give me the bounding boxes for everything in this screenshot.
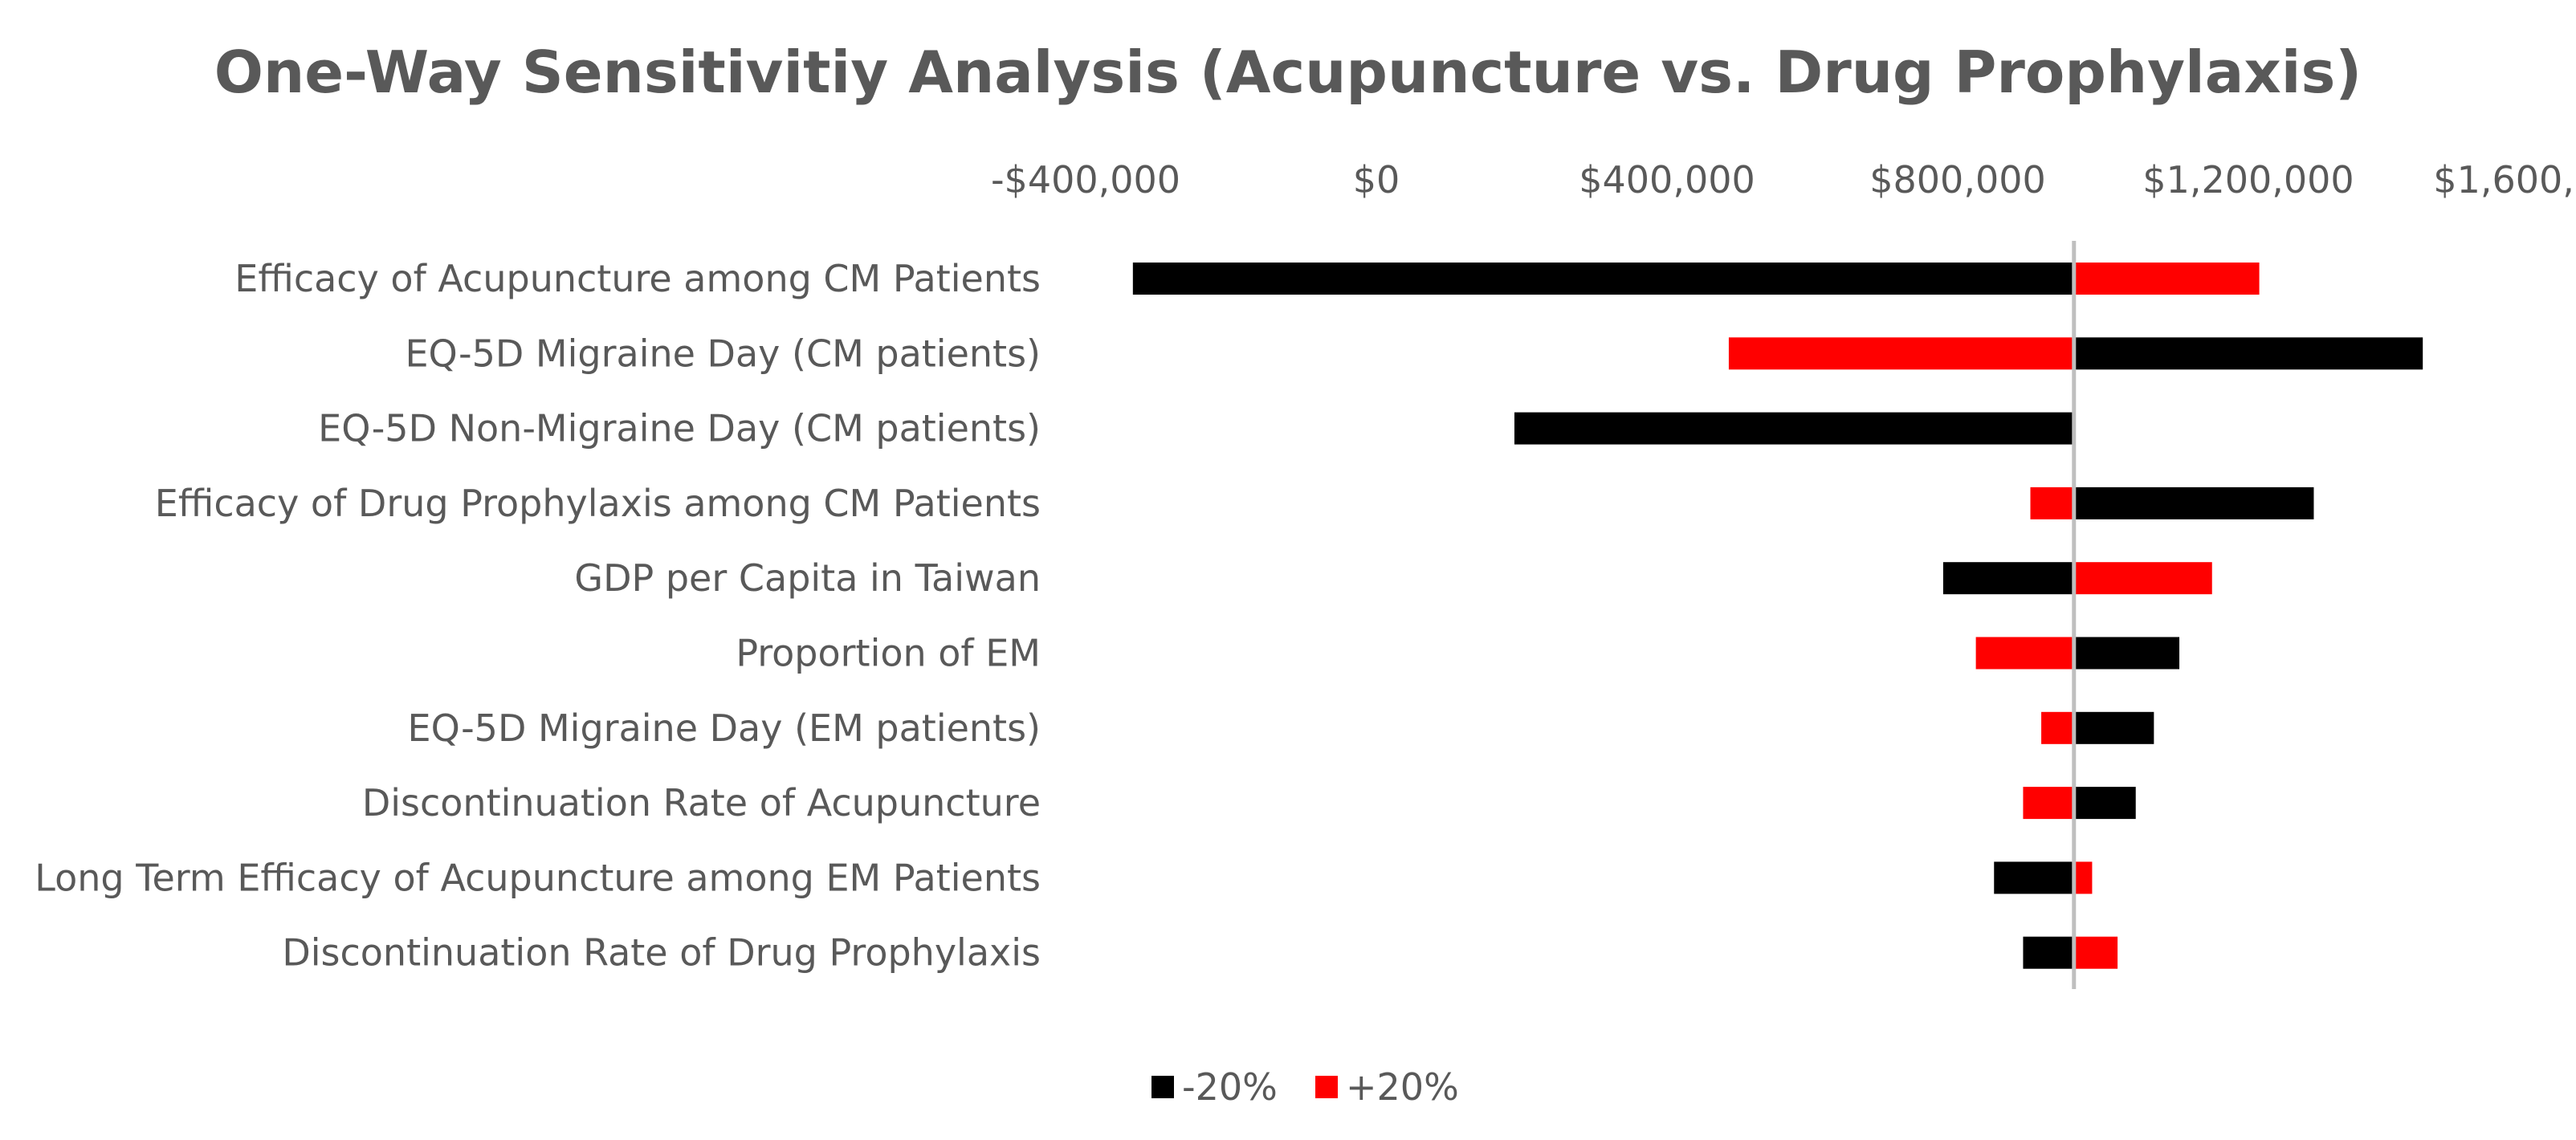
bar-plus-20: [2023, 787, 2074, 820]
legend-swatch-minus-20: [1151, 1076, 1174, 1098]
category-label: GDP per Capita in Taiwan: [574, 556, 1041, 600]
bar-plus-20: [2030, 487, 2074, 519]
bar-plus-20: [1975, 637, 2074, 670]
category-labels: Efficacy of Acupuncture among CM Patient…: [35, 257, 1041, 975]
bar-minus-20: [2073, 487, 2314, 519]
chart-title: One-Way Sensitivitiy Analysis (Acupunctu…: [214, 39, 2362, 106]
x-tick-label: $0: [1353, 158, 1400, 202]
category-label: Long Term Efficacy of Acupuncture among …: [35, 856, 1041, 899]
bars: [1132, 263, 2423, 969]
x-tick-label: $1,200,000: [2142, 158, 2354, 202]
bar-plus-20: [2073, 263, 2260, 295]
category-label: Discontinuation Rate of Drug Prophylaxis: [282, 931, 1041, 975]
category-label: EQ-5D Non-Migraine Day (CM patients): [318, 407, 1041, 450]
bar-plus-20: [2041, 711, 2074, 744]
x-tick-label: $400,000: [1579, 158, 1755, 202]
x-tick-label: -$400,000: [991, 158, 1180, 202]
bar-minus-20: [1514, 412, 2074, 445]
bar-minus-20: [2073, 337, 2423, 370]
x-axis-ticks: -$400,000 $0 $400,000 $800,000 $1,200,000 $1,…: [991, 158, 2576, 202]
category-label: EQ-5D Migraine Day (EM patients): [408, 706, 1041, 750]
bar-minus-20: [2023, 936, 2074, 969]
bar-plus-20: [1728, 337, 2074, 370]
legend-label-plus-20: +20%: [1346, 1065, 1459, 1109]
bar-minus-20: [2073, 637, 2180, 670]
bar-plus-20: [2073, 936, 2118, 969]
legend-label-minus-20: -20%: [1182, 1065, 1278, 1109]
bar-minus-20: [1942, 562, 2074, 595]
legend-swatch-plus-20: [1315, 1076, 1338, 1098]
legend: -20% +20%: [1151, 1065, 1459, 1109]
x-tick-label: $800,000: [1869, 158, 2046, 202]
category-label: Efficacy of Acupuncture among CM Patient…: [234, 257, 1041, 300]
category-label: Discontinuation Rate of Acupuncture: [362, 781, 1041, 824]
bar-minus-20: [2073, 787, 2136, 820]
bar-minus-20: [1994, 861, 2074, 894]
bar-minus-20: [1132, 263, 2074, 295]
bar-minus-20: [2073, 711, 2154, 744]
category-label: EQ-5D Migraine Day (CM patients): [405, 332, 1041, 375]
category-label: Proportion of EM: [736, 632, 1041, 675]
category-label: Efficacy of Drug Prophylaxis among CM Pa…: [155, 482, 1041, 525]
x-tick-label: $1,600,000: [2433, 158, 2576, 202]
bar-plus-20: [2073, 861, 2093, 894]
bar-plus-20: [2073, 562, 2212, 595]
